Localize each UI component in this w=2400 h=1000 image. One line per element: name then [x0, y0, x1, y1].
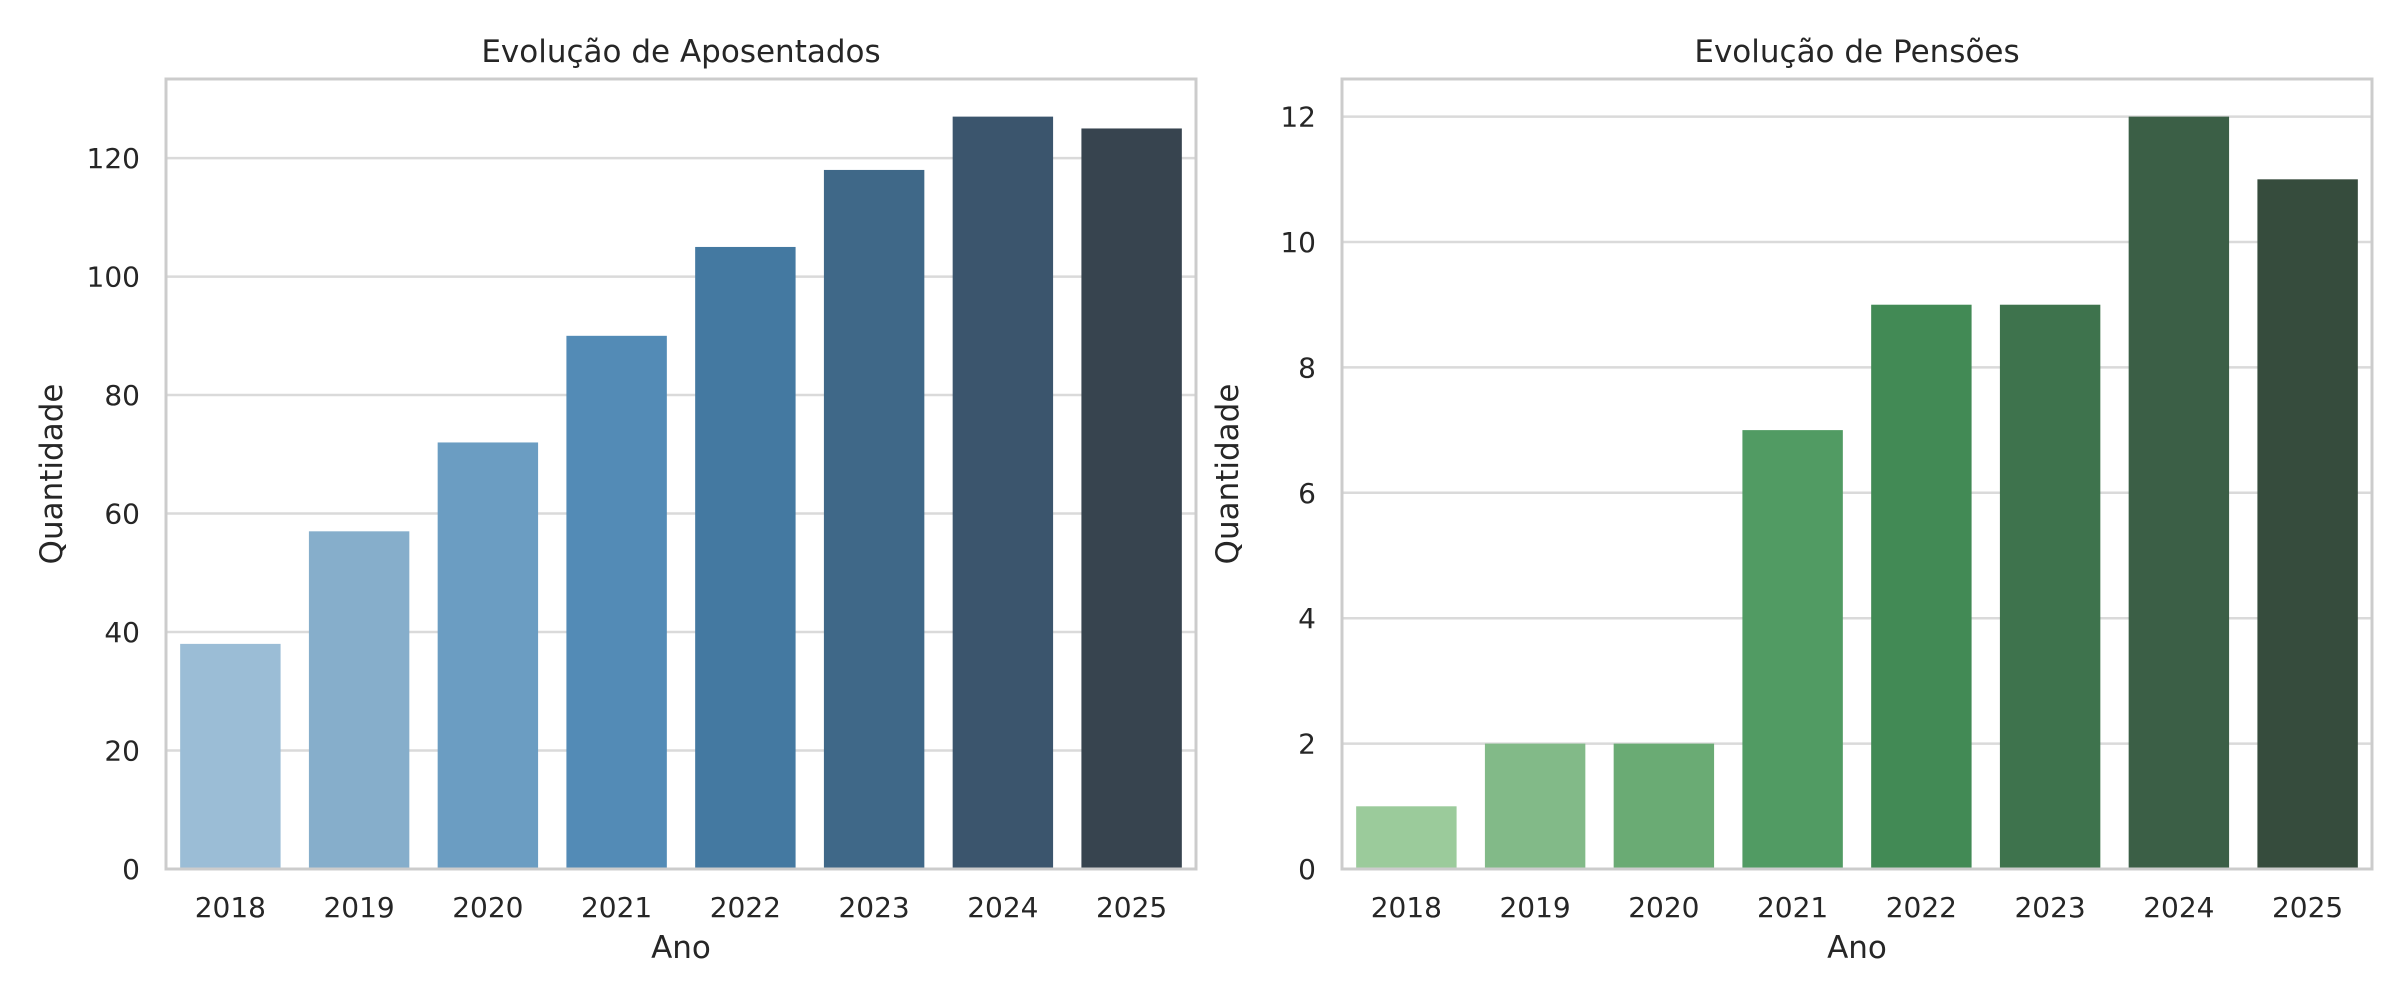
pensoes-x-tick-label: 2019 [1499, 891, 1570, 924]
pensoes-bar-2024 [2128, 116, 2230, 870]
aposentados-bars [180, 116, 1182, 870]
aposentados-chart: 0 20 40 60 80 100 120 2018 2019 2020 2021 2022 2023… [34, 34, 1198, 966]
pensoes-bar-2025 [2257, 179, 2358, 870]
pensoes-bar-2019 [1484, 743, 1586, 869]
pensoes-y-axis-label: Quantidade [1210, 384, 1246, 565]
aposentados-x-tick-label: 2022 [710, 891, 781, 924]
pensoes-x-tick-label: 2024 [2143, 891, 2214, 924]
pensoes-bars [1356, 116, 2358, 870]
pensoes-y-tick-labels: 0 2 4 6 8 10 12 [1280, 101, 1316, 886]
pensoes-bar-2021 [1742, 430, 1843, 869]
pensoes-plot-frame [1340, 77, 2374, 871]
pensoes-x-tick-label: 2018 [1371, 891, 1442, 924]
pensoes-y-tick-label: 0 [1298, 853, 1316, 886]
aposentados-y-axis-label: Quantidade [34, 384, 70, 565]
aposentados-x-tick-label: 2023 [838, 891, 909, 924]
pensoes-bar-2018 [1356, 806, 1457, 869]
aposentados-bar-2025 [1081, 128, 1182, 870]
pensoes-x-tick-label: 2021 [1757, 891, 1828, 924]
aposentados-bar-2018 [180, 643, 281, 869]
pensoes-x-tick-labels: 2018 2019 2020 2021 2022 2023 2024 2025 [1371, 891, 2344, 924]
aposentados-y-tick-label: 0 [122, 853, 140, 886]
aposentados-y-tick-label: 60 [104, 498, 140, 531]
pensoes-y-tick-label: 12 [1280, 101, 1316, 134]
aposentados-x-tick-label: 2021 [581, 891, 652, 924]
pensoes-x-tick-label: 2020 [1628, 891, 1699, 924]
pensoes-chart-title: Evolução de Pensões [1694, 34, 2019, 70]
aposentados-x-tick-label: 2020 [452, 891, 523, 924]
pensoes-x-tick-label: 2025 [2272, 891, 2343, 924]
aposentados-y-tick-label: 120 [87, 142, 140, 175]
aposentados-y-tick-labels: 0 20 40 60 80 100 120 [87, 142, 140, 886]
pensoes-bar-2020 [1613, 743, 1715, 869]
pensoes-x-tick-label: 2023 [2014, 891, 2085, 924]
aposentados-x-tick-label: 2019 [323, 891, 394, 924]
pensoes-y-tick-label: 8 [1298, 351, 1316, 384]
aposentados-bar-2022 [695, 246, 796, 869]
pensoes-y-tick-label: 2 [1298, 728, 1316, 761]
aposentados-plot-frame [164, 77, 1198, 871]
pensoes-bar-2022 [1871, 304, 1972, 869]
aposentados-bar-2023 [823, 169, 925, 869]
pensoes-x-axis-label: Ano [1827, 930, 1887, 966]
pensoes-x-tick-label: 2022 [1886, 891, 1957, 924]
aposentados-chart-title: Evolução de Aposentados [481, 34, 880, 70]
pensoes-y-tick-label: 6 [1298, 477, 1316, 510]
aposentados-x-tick-label: 2024 [967, 891, 1038, 924]
aposentados-x-tick-label: 2018 [195, 891, 266, 924]
pensoes-bar-2023 [1999, 304, 2101, 869]
aposentados-y-tick-label: 20 [104, 735, 140, 768]
aposentados-x-tick-label: 2025 [1096, 891, 1167, 924]
aposentados-x-tick-labels: 2018 2019 2020 2021 2022 2023 2024 2025 [195, 891, 1168, 924]
aposentados-bar-2019 [308, 531, 410, 869]
aposentados-y-tick-label: 40 [104, 616, 140, 649]
aposentados-y-tick-label: 100 [87, 261, 140, 294]
aposentados-bar-2021 [566, 335, 667, 869]
aposentados-bar-2024 [952, 116, 1054, 870]
aposentados-x-axis-label: Ano [651, 930, 711, 966]
pensoes-y-tick-label: 4 [1298, 602, 1316, 635]
pensoes-y-tick-label: 10 [1280, 226, 1316, 259]
aposentados-y-tick-label: 80 [104, 379, 140, 412]
aposentados-bar-2020 [437, 442, 539, 869]
